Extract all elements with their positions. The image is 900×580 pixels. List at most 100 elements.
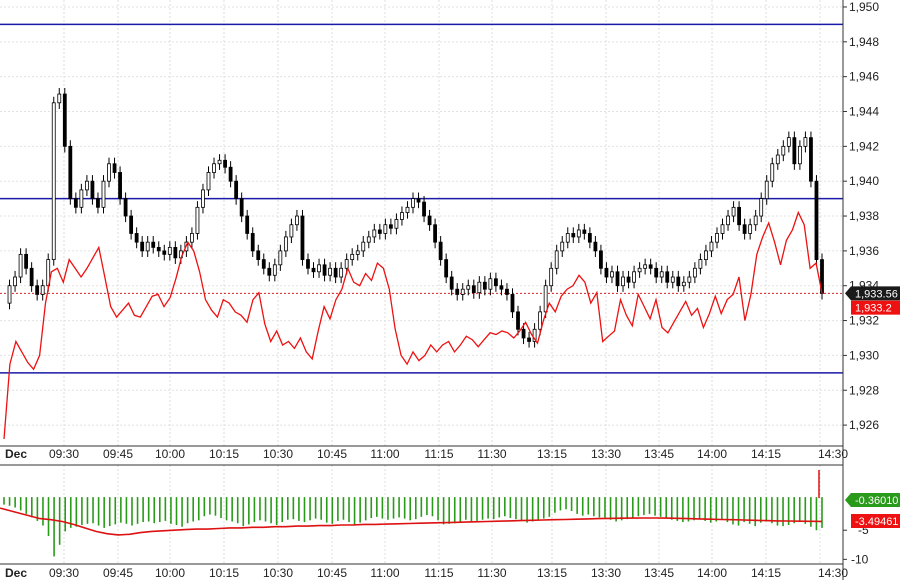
- x-tick-label: 11:30: [477, 566, 506, 580]
- candle-up-body: [764, 180, 769, 200]
- candle-up-body: [57, 93, 62, 104]
- candle-down-body: [571, 233, 576, 238]
- candle-down-body: [471, 285, 476, 294]
- x-tick-label: 09:30: [49, 447, 79, 461]
- candle: [328, 262, 332, 282]
- x-tick-label: 10:30: [263, 447, 293, 461]
- candle-down-body: [505, 288, 509, 295]
- candle: [433, 218, 438, 249]
- candle-up-body: [576, 229, 581, 238]
- candle: [449, 270, 454, 296]
- candle-down-body: [737, 206, 741, 226]
- candle: [599, 244, 603, 275]
- candle-up-body: [107, 163, 111, 182]
- candle-up-body: [361, 241, 366, 252]
- candle: [289, 218, 294, 244]
- candle-up-body: [101, 180, 106, 208]
- candle-up-body: [786, 137, 791, 147]
- candle: [239, 192, 244, 223]
- candle: [140, 236, 145, 257]
- candle-up-body: [477, 281, 482, 294]
- candle-up-body: [400, 212, 404, 220]
- candle-up-body: [350, 253, 355, 260]
- candle: [549, 262, 554, 292]
- candle-down-body: [582, 229, 587, 234]
- candle-up-body: [775, 154, 780, 165]
- candle-up-body: [803, 137, 808, 147]
- candle: [781, 140, 786, 162]
- candle: [488, 272, 493, 296]
- candle: [466, 279, 471, 296]
- candle-up-body: [632, 271, 636, 283]
- candle-up-body: [709, 241, 714, 252]
- candle: [272, 258, 277, 282]
- y-tick-label: 1,938: [849, 209, 879, 223]
- candle-down-body: [676, 276, 681, 287]
- candle-down-body: [90, 180, 95, 200]
- x-tick-label: Dec: [5, 566, 27, 580]
- candle: [582, 223, 587, 240]
- candle: [234, 175, 239, 205]
- secondary-value-tag: 1,933.2: [851, 300, 900, 315]
- candle: [101, 175, 106, 214]
- candle-down-body: [256, 250, 261, 260]
- candle-up-body: [770, 163, 775, 182]
- candle: [521, 323, 526, 345]
- candle: [96, 192, 100, 214]
- candle: [190, 227, 194, 249]
- candle-up-body: [488, 278, 493, 290]
- candle-down-body: [455, 288, 460, 295]
- x-tick-label: 11:15: [424, 447, 453, 461]
- candle-down-body: [300, 215, 305, 260]
- x-tick-label: 10:45: [317, 566, 347, 580]
- candle-down-body: [123, 198, 128, 217]
- candle-up-body: [726, 215, 730, 226]
- candle-up-body: [704, 250, 708, 260]
- candle-down-body: [156, 246, 161, 252]
- candle: [7, 279, 12, 310]
- candle: [416, 192, 421, 209]
- x-tick-label: 10:15: [209, 447, 239, 461]
- candle-down-body: [377, 229, 382, 234]
- vertical-gridlines: [63, 0, 821, 564]
- candle-up-body: [217, 159, 222, 165]
- candle: [62, 87, 67, 153]
- candle-down-body: [494, 278, 498, 287]
- candle: [156, 241, 161, 257]
- candle: [18, 248, 23, 284]
- candle: [68, 140, 73, 205]
- indicator-line-tag-bg: [851, 514, 900, 528]
- candle: [394, 213, 399, 235]
- candle-down-body: [593, 241, 598, 252]
- candle: [543, 279, 548, 318]
- candle: [516, 305, 520, 336]
- candle: [112, 157, 117, 179]
- candle: [676, 270, 681, 292]
- candle-down-body: [73, 198, 78, 208]
- candle: [261, 253, 266, 275]
- candle: [665, 265, 670, 289]
- candle: [621, 270, 625, 292]
- candle-up-body: [610, 271, 614, 278]
- candle-up-body: [372, 229, 377, 238]
- candle: [632, 265, 636, 289]
- candle: [709, 236, 714, 257]
- candle: [411, 192, 415, 214]
- candle-up-body: [13, 276, 17, 287]
- candle-up-body: [543, 285, 548, 313]
- candle: [201, 183, 205, 214]
- candle-down-body: [250, 233, 255, 252]
- candle-up-body: [720, 224, 725, 234]
- candle: [145, 236, 150, 257]
- candle-down-body: [62, 93, 67, 147]
- candle: [339, 262, 344, 284]
- candle: [532, 323, 537, 348]
- candle: [482, 276, 487, 296]
- candle: [372, 223, 377, 244]
- price-y-ticks: 1,950 1,948 1,946 1,944 1,942 1,940 1,938 1,936…: [843, 0, 879, 432]
- candle: [422, 195, 426, 223]
- candle-down-body: [29, 267, 34, 287]
- candle: [361, 236, 366, 257]
- y-tick-label: 1,940: [849, 174, 879, 188]
